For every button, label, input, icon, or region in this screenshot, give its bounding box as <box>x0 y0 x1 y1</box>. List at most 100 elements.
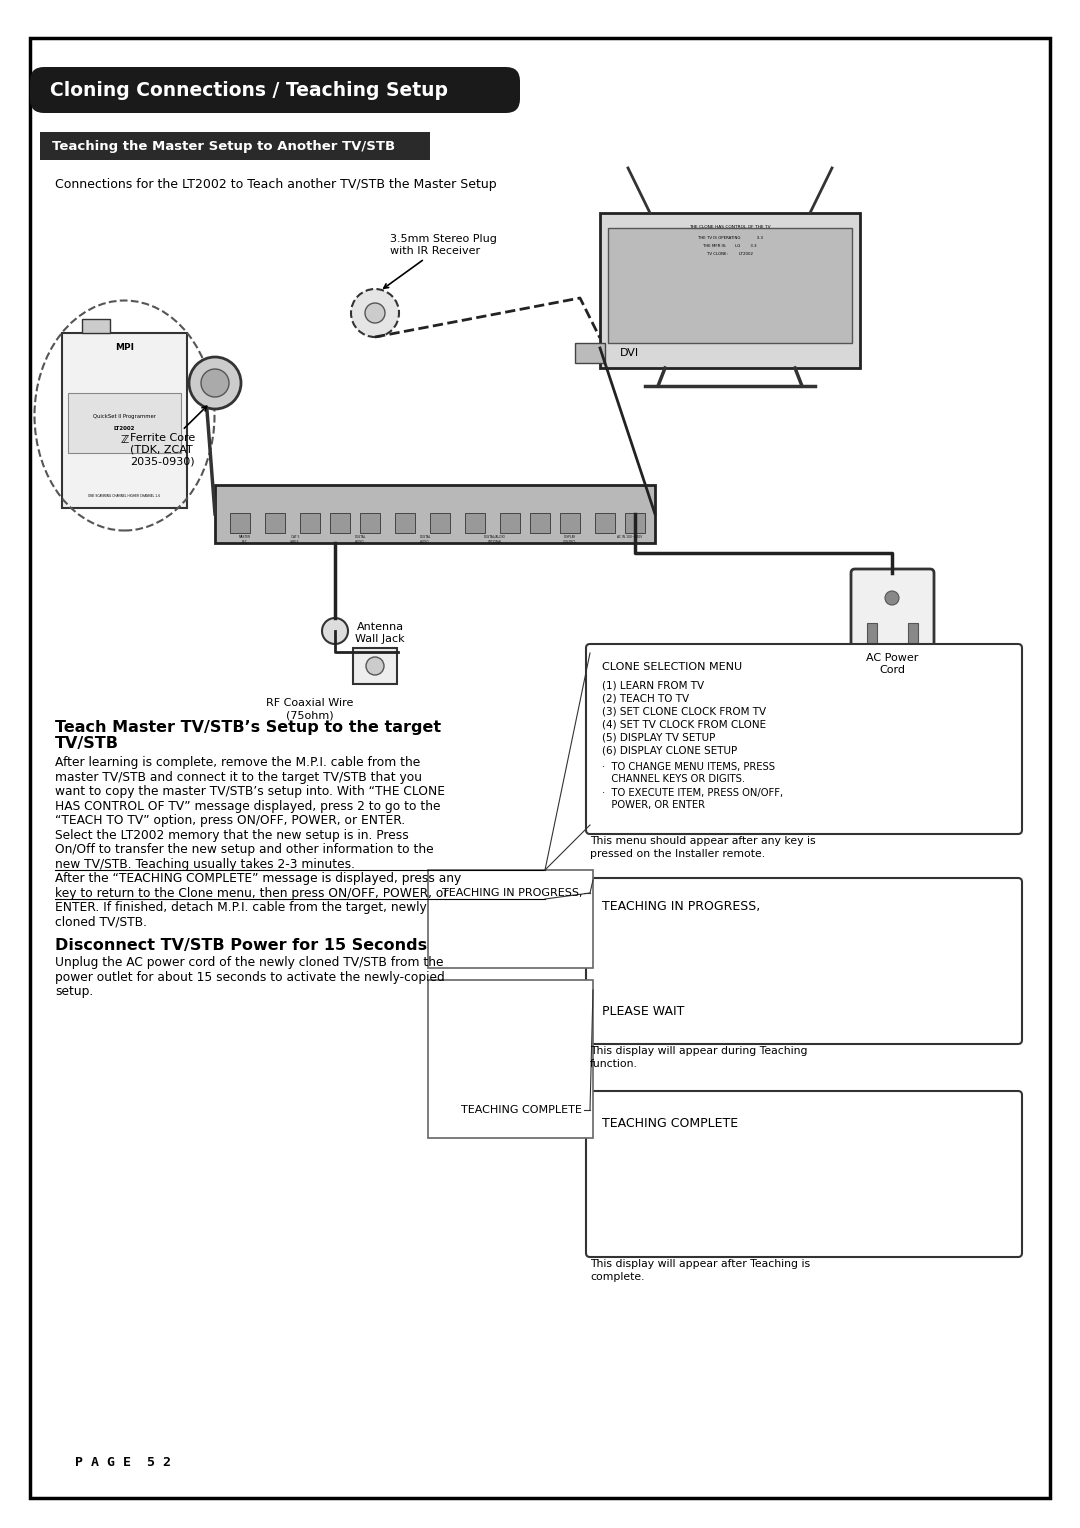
FancyBboxPatch shape <box>586 643 1022 834</box>
Circle shape <box>189 358 241 410</box>
Text: After learning is complete, remove the M.P.I. cable from the: After learning is complete, remove the M… <box>55 756 420 769</box>
FancyBboxPatch shape <box>395 513 415 533</box>
Text: RF Coaxial Wire
(75ohm): RF Coaxial Wire (75ohm) <box>267 698 353 720</box>
Text: Connections for the LT2002 to Teach another TV/STB the Master Setup: Connections for the LT2002 to Teach anot… <box>55 177 497 191</box>
FancyBboxPatch shape <box>360 513 380 533</box>
FancyBboxPatch shape <box>353 648 397 685</box>
Text: DIGITAL
AUDIO: DIGITAL AUDIO <box>419 535 431 544</box>
FancyBboxPatch shape <box>82 319 110 333</box>
Text: Ferrite Core
(TDK, ZCAT
2035-0930): Ferrite Core (TDK, ZCAT 2035-0930) <box>130 406 206 466</box>
FancyBboxPatch shape <box>500 513 519 533</box>
Text: THE TV IS OPERATING             3.3: THE TV IS OPERATING 3.3 <box>698 235 762 240</box>
Text: (5) DISPLAY TV SETUP: (5) DISPLAY TV SETUP <box>602 732 715 743</box>
FancyBboxPatch shape <box>230 513 249 533</box>
Text: (4) SET TV CLOCK FROM CLONE: (4) SET TV CLOCK FROM CLONE <box>602 720 766 729</box>
Text: (3) SET CLONE CLOCK FROM TV: (3) SET CLONE CLOCK FROM TV <box>602 706 766 717</box>
FancyBboxPatch shape <box>530 513 550 533</box>
FancyBboxPatch shape <box>428 869 593 969</box>
Circle shape <box>366 657 384 675</box>
FancyBboxPatch shape <box>300 513 320 533</box>
Text: 3.5mm Stereo Plug
with IR Receiver: 3.5mm Stereo Plug with IR Receiver <box>383 234 497 289</box>
Text: This display will appear during Teaching
function.: This display will appear during Teaching… <box>590 1047 808 1070</box>
Text: (6) DISPLAY CLONE SETUP: (6) DISPLAY CLONE SETUP <box>602 746 738 755</box>
Text: ℤ: ℤ <box>120 435 129 445</box>
FancyBboxPatch shape <box>465 513 485 533</box>
Text: master TV/STB and connect it to the target TV/STB that you: master TV/STB and connect it to the targ… <box>55 770 422 784</box>
Text: This display will appear after Teaching is
complete.: This display will appear after Teaching … <box>590 1259 810 1282</box>
Text: power outlet for about 15 seconds to activate the newly-copied: power outlet for about 15 seconds to act… <box>55 970 445 984</box>
FancyBboxPatch shape <box>62 333 187 507</box>
Text: Unplug the AC power cord of the newly cloned TV/STB from the: Unplug the AC power cord of the newly cl… <box>55 957 444 969</box>
FancyBboxPatch shape <box>908 623 918 645</box>
FancyBboxPatch shape <box>265 513 285 533</box>
Text: want to copy the master TV/STB’s setup into. With “THE CLONE: want to copy the master TV/STB’s setup i… <box>55 785 445 798</box>
Text: DISPLAY
CONTROL: DISPLAY CONTROL <box>563 535 577 544</box>
Text: TEACHING IN PROGRESS,: TEACHING IN PROGRESS, <box>602 900 760 914</box>
FancyBboxPatch shape <box>586 879 1022 1044</box>
Text: HAS CONTROL OF TV” message displayed, press 2 to go to the: HAS CONTROL OF TV” message displayed, pr… <box>55 799 441 813</box>
FancyBboxPatch shape <box>40 131 430 160</box>
Text: Teach Master TV/STB’s Setup to the target: Teach Master TV/STB’s Setup to the targe… <box>55 720 441 735</box>
Circle shape <box>885 591 899 605</box>
FancyBboxPatch shape <box>30 67 519 113</box>
Text: Select the LT2002 memory that the new setup is in. Press: Select the LT2002 memory that the new se… <box>55 828 408 842</box>
Text: AC IN 100~240V: AC IN 100~240V <box>618 535 643 539</box>
Text: (1) LEARN FROM TV: (1) LEARN FROM TV <box>602 680 704 691</box>
Text: ·  TO CHANGE MENU ITEMS, PRESS: · TO CHANGE MENU ITEMS, PRESS <box>602 762 775 772</box>
Text: Cloning Connections / Teaching Setup: Cloning Connections / Teaching Setup <box>50 81 448 99</box>
FancyBboxPatch shape <box>867 623 877 645</box>
FancyBboxPatch shape <box>595 513 615 533</box>
Circle shape <box>201 368 229 397</box>
FancyBboxPatch shape <box>330 513 350 533</box>
Text: “TEACH TO TV” option, press ON/OFF, POWER, or ENTER.: “TEACH TO TV” option, press ON/OFF, POWE… <box>55 814 405 827</box>
Text: MPI: MPI <box>114 342 134 351</box>
Text: POWER, OR ENTER: POWER, OR ENTER <box>602 801 705 810</box>
Text: CLONE SELECTION MENU: CLONE SELECTION MENU <box>602 662 742 672</box>
Text: AC Power
Cord: AC Power Cord <box>866 652 918 675</box>
Text: ENTER. If finished, detach M.P.I. cable from the target, newly: ENTER. If finished, detach M.P.I. cable … <box>55 902 427 914</box>
Text: After the “TEACHING COMPLETE” message is displayed, press any: After the “TEACHING COMPLETE” message is… <box>55 872 461 885</box>
FancyBboxPatch shape <box>561 513 580 533</box>
Text: This menu should appear after any key is
pressed on the Installer remote.: This menu should appear after any key is… <box>590 836 815 859</box>
Text: THE MFR IS:       LG        3.3: THE MFR IS: LG 3.3 <box>703 244 757 248</box>
Text: Disconnect TV/STB Power for 15 Seconds: Disconnect TV/STB Power for 15 Seconds <box>55 938 427 953</box>
Text: cloned TV/STB.: cloned TV/STB. <box>55 915 147 929</box>
Circle shape <box>351 289 399 338</box>
FancyBboxPatch shape <box>625 513 645 533</box>
Text: CHANNEL KEYS OR DIGITS.: CHANNEL KEYS OR DIGITS. <box>602 775 745 784</box>
Text: TV/STB: TV/STB <box>55 736 119 750</box>
Circle shape <box>365 303 384 322</box>
Text: Antenna
Wall Jack: Antenna Wall Jack <box>355 622 405 643</box>
Text: new TV/STB. Teaching usually takes 2-3 minutes.: new TV/STB. Teaching usually takes 2-3 m… <box>55 857 355 871</box>
Text: MASTER
REC: MASTER REC <box>239 535 251 544</box>
Text: QuickSet II Programmer: QuickSet II Programmer <box>93 414 156 419</box>
Text: TV CLONE:         LT2002: TV CLONE: LT2002 <box>707 252 753 257</box>
FancyBboxPatch shape <box>608 228 852 342</box>
Text: DIGITAL
AUDIO: DIGITAL AUDIO <box>354 535 366 544</box>
Text: setup.: setup. <box>55 986 93 998</box>
Text: ·  TO EXECUTE ITEM, PRESS ON/OFF,: · TO EXECUTE ITEM, PRESS ON/OFF, <box>602 788 783 798</box>
FancyBboxPatch shape <box>215 484 654 542</box>
FancyBboxPatch shape <box>586 1091 1022 1258</box>
Text: P A G E  5 2: P A G E 5 2 <box>75 1456 171 1470</box>
FancyBboxPatch shape <box>851 568 934 668</box>
FancyBboxPatch shape <box>428 979 593 1138</box>
Text: (2) TEACH TO TV: (2) TEACH TO TV <box>602 694 689 703</box>
Circle shape <box>322 617 348 643</box>
Text: THE CLONE HAS CONTROL OF THE TV: THE CLONE HAS CONTROL OF THE TV <box>689 225 771 229</box>
Text: ONE SCANNING CHANNEL HIGHER CHANNEL 1-6: ONE SCANNING CHANNEL HIGHER CHANNEL 1-6 <box>89 494 161 498</box>
Text: TEACHING COMPLETE: TEACHING COMPLETE <box>461 1105 582 1115</box>
FancyBboxPatch shape <box>30 38 1050 1497</box>
FancyBboxPatch shape <box>430 513 450 533</box>
Text: CAT 5
CABLE: CAT 5 CABLE <box>291 535 300 544</box>
Text: TEACHING COMPLETE: TEACHING COMPLETE <box>602 1117 738 1131</box>
Text: DIGITAL/AUDIO
OPTIONAL: DIGITAL/AUDIO OPTIONAL <box>484 535 505 544</box>
FancyBboxPatch shape <box>575 342 605 364</box>
FancyBboxPatch shape <box>600 212 860 368</box>
Text: PLEASE WAIT: PLEASE WAIT <box>602 1005 685 1018</box>
Text: On/Off to transfer the new setup and other information to the: On/Off to transfer the new setup and oth… <box>55 843 434 856</box>
Text: TEACHING IN PROGRESS,: TEACHING IN PROGRESS, <box>442 888 582 898</box>
Text: Teaching the Master Setup to Another TV/STB: Teaching the Master Setup to Another TV/… <box>52 139 395 153</box>
FancyBboxPatch shape <box>68 393 181 452</box>
Text: DVI: DVI <box>620 348 639 358</box>
